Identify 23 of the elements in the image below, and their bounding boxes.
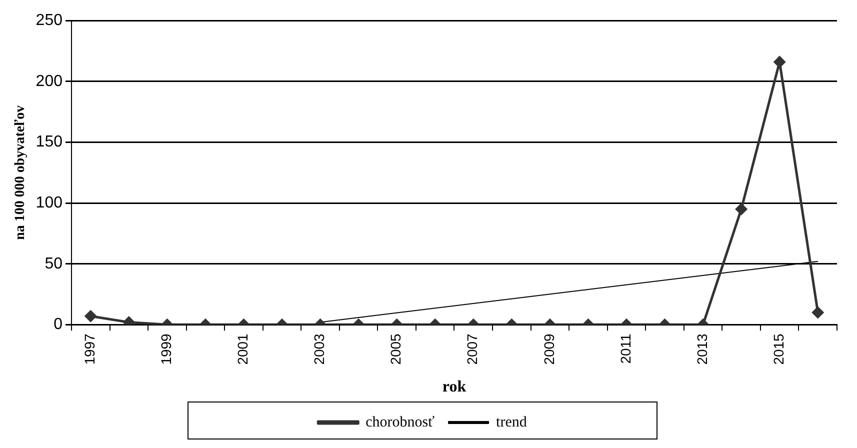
y-axis-title: na 100 000 obyvateľov xyxy=(13,105,28,240)
x-tick-label: 2007 xyxy=(464,333,480,365)
x-tick-label: 2011 xyxy=(617,333,634,364)
y-tick-label: 100 xyxy=(36,194,63,212)
point xyxy=(123,316,135,325)
x-tick-label: 2003 xyxy=(311,333,328,365)
x-tick-label: 2009 xyxy=(540,333,557,365)
x-tick-label: 2015 xyxy=(770,333,786,365)
x-tick-label: 2013 xyxy=(694,333,710,365)
x-tick-label: 2005 xyxy=(388,333,404,365)
legend-label: chorobnosť xyxy=(366,414,436,430)
y-tick-label: 50 xyxy=(44,255,63,272)
x-tick-label: 1999 xyxy=(158,333,174,365)
y-tick-label: 0 xyxy=(54,316,63,334)
x-tick-label: 1997 xyxy=(81,333,98,365)
point xyxy=(736,203,748,215)
x-tick-label: 2001 xyxy=(234,333,251,365)
legend-label: trend xyxy=(496,414,528,430)
x-axis-title: rok xyxy=(442,378,466,396)
y-tick-label: 150 xyxy=(36,134,63,151)
y-tick-label: 250 xyxy=(36,12,63,30)
y-tick-label: 200 xyxy=(36,72,63,90)
point xyxy=(774,56,786,68)
